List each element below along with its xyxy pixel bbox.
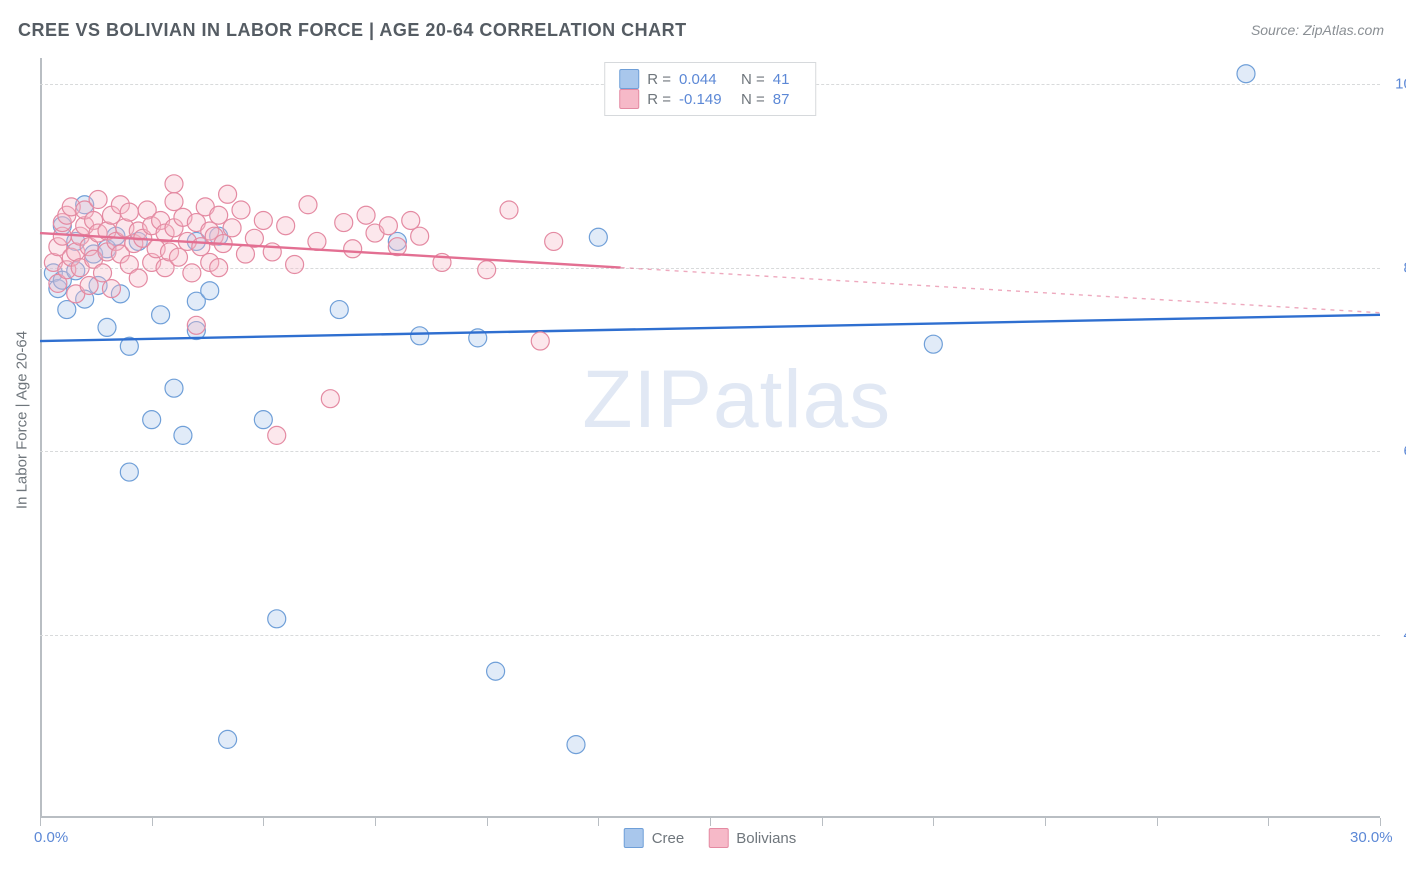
- series-legend-item: Bolivians: [708, 828, 796, 848]
- legend-n-label: N =: [741, 91, 765, 108]
- y-tick-label: 100.0%: [1386, 76, 1406, 93]
- scatter-point-cree: [589, 228, 607, 246]
- series-legend-item: Cree: [624, 828, 685, 848]
- scatter-point-bolivians: [500, 201, 518, 219]
- correlation-legend: R = 0.044 N = 41 R = -0.149 N = 87: [604, 62, 816, 116]
- scatter-point-bolivians: [89, 191, 107, 209]
- scatter-point-cree: [924, 335, 942, 353]
- scatter-point-bolivians: [169, 248, 187, 266]
- scatter-point-cree: [567, 736, 585, 754]
- scatter-point-bolivians: [94, 264, 112, 282]
- scatter-point-bolivians: [357, 206, 375, 224]
- legend-swatch: [624, 828, 644, 848]
- x-tick: [375, 818, 376, 826]
- x-tick-label: 0.0%: [34, 829, 68, 846]
- x-tick: [1157, 818, 1158, 826]
- legend-r-label: R =: [647, 91, 671, 108]
- scatter-point-bolivians: [129, 269, 147, 287]
- series-legend-label: Bolivians: [736, 830, 796, 847]
- scatter-point-cree: [98, 318, 116, 336]
- scatter-point-bolivians: [232, 201, 250, 219]
- y-tick-label: 47.5%: [1386, 626, 1406, 643]
- scatter-point-cree: [1237, 65, 1255, 83]
- scatter-point-bolivians: [120, 203, 138, 221]
- chart-root: CREE VS BOLIVIAN IN LABOR FORCE | AGE 20…: [0, 0, 1406, 892]
- scatter-point-cree: [219, 730, 237, 748]
- legend-n-value: 87: [773, 91, 801, 108]
- scatter-point-bolivians: [165, 193, 183, 211]
- legend-swatch: [708, 828, 728, 848]
- trend-line-cree: [40, 315, 1380, 341]
- scatter-point-bolivians: [335, 214, 353, 232]
- source-attribution: Source: ZipAtlas.com: [1251, 22, 1384, 38]
- y-tick-label: 82.5%: [1386, 259, 1406, 276]
- scatter-point-cree: [411, 327, 429, 345]
- series-legend: Cree Bolivians: [624, 828, 797, 848]
- x-tick: [933, 818, 934, 826]
- x-tick: [822, 818, 823, 826]
- source-name: ZipAtlas.com: [1303, 22, 1384, 38]
- scatter-point-cree: [487, 662, 505, 680]
- scatter-point-bolivians: [344, 240, 362, 258]
- scatter-point-bolivians: [545, 232, 563, 250]
- scatter-point-bolivians: [254, 211, 272, 229]
- x-tick: [263, 818, 264, 826]
- scatter-point-cree: [201, 282, 219, 300]
- plot-area: ZIPatlas 47.5%65.0%82.5%100.0% 0.0%30.0%…: [40, 58, 1380, 818]
- scatter-point-cree: [152, 306, 170, 324]
- legend-n-value: 41: [773, 71, 801, 88]
- scatter-point-cree: [254, 411, 272, 429]
- scatter-point-bolivians: [165, 175, 183, 193]
- scatter-point-bolivians: [299, 196, 317, 214]
- trend-line-dashed-bolivians: [621, 268, 1380, 313]
- scatter-point-bolivians: [183, 264, 201, 282]
- scatter-point-bolivians: [277, 217, 295, 235]
- scatter-point-bolivians: [268, 426, 286, 444]
- legend-swatch: [619, 69, 639, 89]
- scatter-point-cree: [143, 411, 161, 429]
- series-legend-label: Cree: [652, 830, 685, 847]
- legend-r-value: 0.044: [679, 71, 733, 88]
- scatter-point-bolivians: [379, 217, 397, 235]
- x-tick-label: 30.0%: [1350, 829, 1393, 846]
- plot-svg: [40, 58, 1380, 818]
- x-tick: [40, 818, 41, 826]
- legend-swatch: [619, 89, 639, 109]
- legend-r-label: R =: [647, 71, 671, 88]
- scatter-point-bolivians: [236, 245, 254, 263]
- scatter-point-cree: [120, 463, 138, 481]
- scatter-point-bolivians: [321, 390, 339, 408]
- correlation-legend-row: R = 0.044 N = 41: [619, 69, 801, 89]
- correlation-legend-row: R = -0.149 N = 87: [619, 89, 801, 109]
- scatter-point-cree: [268, 610, 286, 628]
- legend-r-value: -0.149: [679, 91, 733, 108]
- chart-title: CREE VS BOLIVIAN IN LABOR FORCE | AGE 20…: [18, 20, 687, 41]
- x-tick: [710, 818, 711, 826]
- y-axis-label: In Labor Force | Age 20-64: [14, 331, 31, 509]
- x-tick: [1268, 818, 1269, 826]
- x-tick: [1380, 818, 1381, 826]
- scatter-point-bolivians: [308, 232, 326, 250]
- scatter-point-bolivians: [219, 185, 237, 203]
- x-tick: [152, 818, 153, 826]
- x-tick: [487, 818, 488, 826]
- scatter-point-cree: [58, 301, 76, 319]
- x-tick: [598, 818, 599, 826]
- scatter-point-cree: [165, 379, 183, 397]
- scatter-point-bolivians: [223, 219, 241, 237]
- scatter-point-bolivians: [478, 261, 496, 279]
- scatter-point-bolivians: [286, 256, 304, 274]
- scatter-point-bolivians: [102, 280, 120, 298]
- scatter-point-bolivians: [531, 332, 549, 350]
- scatter-point-bolivians: [210, 259, 228, 277]
- legend-n-label: N =: [741, 71, 765, 88]
- scatter-point-bolivians: [187, 316, 205, 334]
- scatter-point-bolivians: [402, 211, 420, 229]
- x-tick: [1045, 818, 1046, 826]
- source-prefix: Source:: [1251, 22, 1303, 38]
- scatter-point-bolivians: [411, 227, 429, 245]
- y-tick-label: 65.0%: [1386, 443, 1406, 460]
- scatter-point-cree: [174, 426, 192, 444]
- scatter-point-cree: [330, 301, 348, 319]
